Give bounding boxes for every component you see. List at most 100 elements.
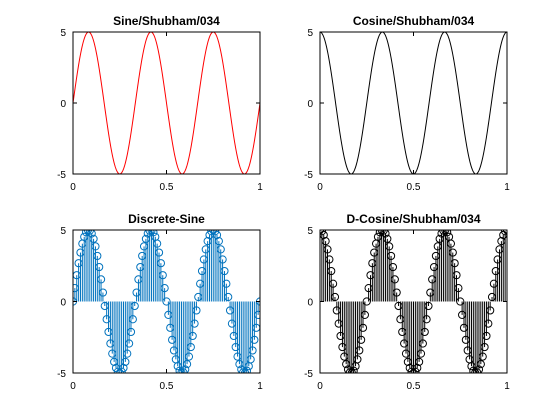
- discrete-cosine-marker-90: [484, 319, 493, 328]
- discrete-cosine-marker-88: [480, 342, 489, 352]
- discrete-sine-marker-45: [153, 239, 162, 248]
- discrete-sine-subplot: Discrete-Sine 0 0.5 1 -5 0 5: [57, 212, 263, 392]
- discrete-sine-marker-93: [242, 366, 252, 373]
- sine-y-tick-label-0: -5: [57, 170, 66, 181]
- cosine-x-tick-label-2: 1: [504, 182, 510, 193]
- discrete-sine-y-tick-label-1: 0: [60, 298, 66, 309]
- discrete-sine-marker-28: [121, 357, 130, 366]
- discrete-sine-marker-30: [125, 339, 134, 348]
- discrete-cosine-marker-7: [328, 279, 338, 288]
- discrete-sine-marker-11: [89, 234, 98, 243]
- discrete-cosine-marker-3: [321, 237, 330, 246]
- discrete-sine-marker-27: [119, 363, 128, 373]
- discrete-sine-marker-76: [211, 230, 220, 236]
- discrete-sine-marker-77: [212, 230, 222, 240]
- discrete-cosine-marker-40: [390, 275, 399, 284]
- discrete-sine-y-tick-label-0: -5: [57, 369, 66, 380]
- cosine-title: Cosine/Shubham/034: [353, 14, 475, 28]
- discrete-sine-marker-95: [246, 355, 255, 364]
- discrete-cosine-y-tick-label-0: -5: [304, 369, 313, 380]
- discrete-sine-marker-78: [214, 237, 223, 246]
- discrete-sine-marker-16: [98, 288, 108, 297]
- discrete-cosine-marker-66: [439, 230, 448, 235]
- discrete-cosine-x-tick-label-1: 0.5: [407, 381, 421, 392]
- discrete-cosine-marker-55: [418, 339, 427, 348]
- discrete-sine-marker-97: [250, 335, 259, 344]
- cosine-axes: 0 0.5 1 -5 0 5: [304, 28, 510, 193]
- discrete-sine-marker-61: [182, 360, 192, 369]
- discrete-cosine-marker-57: [422, 315, 431, 324]
- discrete-sine-x-tick-label-0: 0: [70, 381, 76, 392]
- discrete-cosine-marker-86: [476, 360, 485, 369]
- discrete-cosine-marker-8: [330, 292, 340, 302]
- discrete-cosine-y-tick-label-2: 5: [307, 226, 313, 237]
- sine-series-line: [73, 32, 260, 174]
- discrete-cosine-axes: 0 0.5 1 -5 0 5: [304, 226, 510, 392]
- sine-subplot: Sine/Shubham/034 0 0.5 1 -5 0 5: [57, 14, 263, 193]
- cosine-x-tick-label-1: 0.5: [407, 182, 421, 193]
- discrete-cosine-marker-35: [381, 230, 390, 238]
- discrete-cosine-marker-68: [443, 230, 452, 237]
- discrete-sine-series-group: [73, 230, 260, 373]
- discrete-sine-marker-83: [224, 292, 233, 302]
- discrete-cosine-marker-6: [327, 266, 336, 276]
- discrete-cosine-marker-54: [416, 349, 426, 358]
- discrete-cosine-marker-70: [446, 239, 455, 248]
- cosine-plot-area: [320, 32, 507, 174]
- discrete-sine-marker-82: [222, 279, 231, 288]
- discrete-cosine-marker-74: [454, 284, 463, 293]
- discrete-sine-axes: 0 0.5 1 -5 0 5: [57, 226, 263, 392]
- discrete-cosine-marker-18: [349, 366, 358, 373]
- discrete-sine-marker-33: [130, 301, 139, 311]
- sine-x-tick-label-0: 0: [70, 182, 76, 193]
- discrete-cosine-marker-41: [392, 288, 401, 297]
- discrete-cosine-x-tick-label-0: 0: [317, 381, 323, 392]
- discrete-sine-marker-46: [154, 248, 164, 257]
- cosine-y-tick-label-1: 0: [307, 99, 313, 110]
- discrete-cosine-series-group: [320, 230, 507, 373]
- sine-series-group: [73, 32, 260, 174]
- sine-title: Sine/Shubham/034: [113, 14, 220, 28]
- discrete-sine-marker-43: [149, 230, 158, 237]
- discrete-sine-marker-63: [186, 342, 195, 352]
- discrete-sine-marker-99: [254, 310, 260, 319]
- discrete-cosine-marker-24: [360, 310, 369, 319]
- discrete-sine-y-tick-label-2: 5: [60, 226, 66, 237]
- discrete-cosine-marker-21: [355, 346, 364, 355]
- discrete-cosine-marker-39: [388, 262, 398, 272]
- discrete-sine-x-tick-label-2: 1: [257, 381, 263, 392]
- discrete-cosine-marker-22: [357, 335, 366, 344]
- discrete-cosine-marker-16: [345, 368, 355, 373]
- discrete-cosine-marker-72: [450, 259, 459, 268]
- discrete-cosine-marker-38: [386, 251, 396, 261]
- discrete-sine-marker-79: [216, 245, 225, 254]
- discrete-cosine-subplot: D-Cosine/Shubham/034 0 0.5 1 -5 0 5: [304, 212, 510, 392]
- discrete-sine-marker-10: [87, 230, 96, 238]
- discrete-sine-marker-13: [93, 251, 102, 261]
- discrete-sine-marker-66: [192, 306, 201, 315]
- sine-x-tick-label-1: 0.5: [160, 182, 174, 193]
- discrete-cosine-marker-20: [353, 355, 362, 364]
- discrete-sine-marker-81: [220, 266, 229, 276]
- cosine-subplot: Cosine/Shubham/034 0 0.5 1 -5 0 5: [304, 14, 510, 193]
- discrete-sine-title: Discrete-Sine: [128, 212, 205, 226]
- discrete-sine-marker-49: [160, 284, 169, 293]
- discrete-cosine-marker-99: [501, 230, 507, 236]
- discrete-cosine-marker-51: [411, 367, 420, 373]
- sine-y-tick-label-1: 0: [60, 99, 66, 110]
- discrete-cosine-marker-89: [482, 331, 491, 341]
- discrete-sine-marker-26: [117, 367, 126, 373]
- discrete-cosine-x-tick-label-2: 1: [504, 381, 510, 392]
- discrete-sine-marker-12: [91, 242, 100, 251]
- discrete-sine-marker-31: [126, 327, 136, 337]
- discrete-sine-plot-area: [73, 230, 260, 373]
- cosine-y-tick-label-2: 5: [307, 28, 313, 39]
- discrete-cosine-marker-1: [320, 230, 326, 236]
- discrete-sine-marker-14: [95, 262, 104, 272]
- discrete-cosine-marker-23: [358, 323, 368, 332]
- cosine-y-tick-label-0: -5: [304, 170, 313, 181]
- discrete-sine-marker-62: [184, 352, 194, 361]
- discrete-sine-marker-15: [96, 275, 106, 284]
- discrete-cosine-marker-73: [452, 271, 461, 280]
